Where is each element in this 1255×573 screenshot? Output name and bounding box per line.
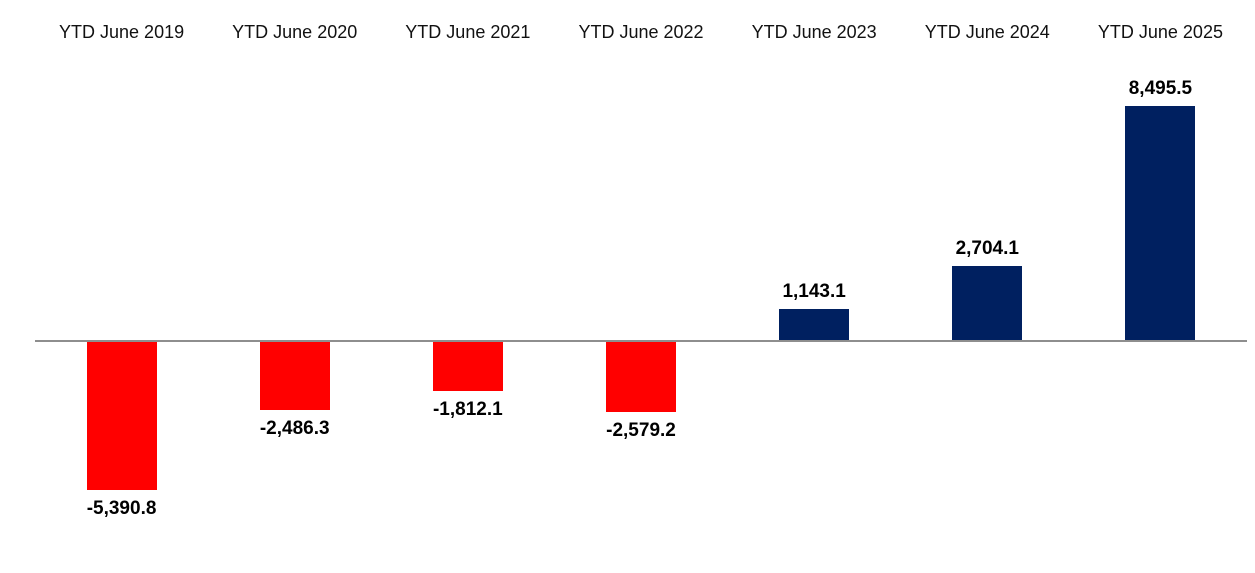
category-label: YTD June 2022 [578, 22, 704, 42]
value-label: 1,143.1 [782, 281, 846, 303]
category-label: YTD June 2020 [232, 22, 358, 42]
value-label: -5,390.8 [86, 498, 157, 520]
value-label: -2,579.2 [606, 420, 676, 442]
value-label: 8,495.5 [1128, 78, 1193, 99]
bar-positive [952, 266, 1023, 341]
category-label: YTD June 2021 [405, 22, 531, 42]
value-label: 2,704.1 [955, 238, 1019, 260]
category-label: YTD June 2024 [924, 22, 1050, 42]
category-label: YTD June 2019 [59, 22, 185, 42]
bar-positive [779, 309, 850, 341]
bar-negative [606, 341, 676, 413]
bar-negative [86, 341, 157, 491]
value-label: -2,486.3 [259, 417, 330, 439]
category-label: YTD June 2023 [751, 22, 877, 42]
category-label: YTD June 2025 [1097, 22, 1223, 42]
value-label: -1,812.1 [432, 399, 503, 421]
bar-negative [432, 341, 503, 392]
bar-negative [259, 341, 330, 410]
zero-axis-line [35, 340, 1247, 342]
bar-positive [1125, 106, 1196, 341]
